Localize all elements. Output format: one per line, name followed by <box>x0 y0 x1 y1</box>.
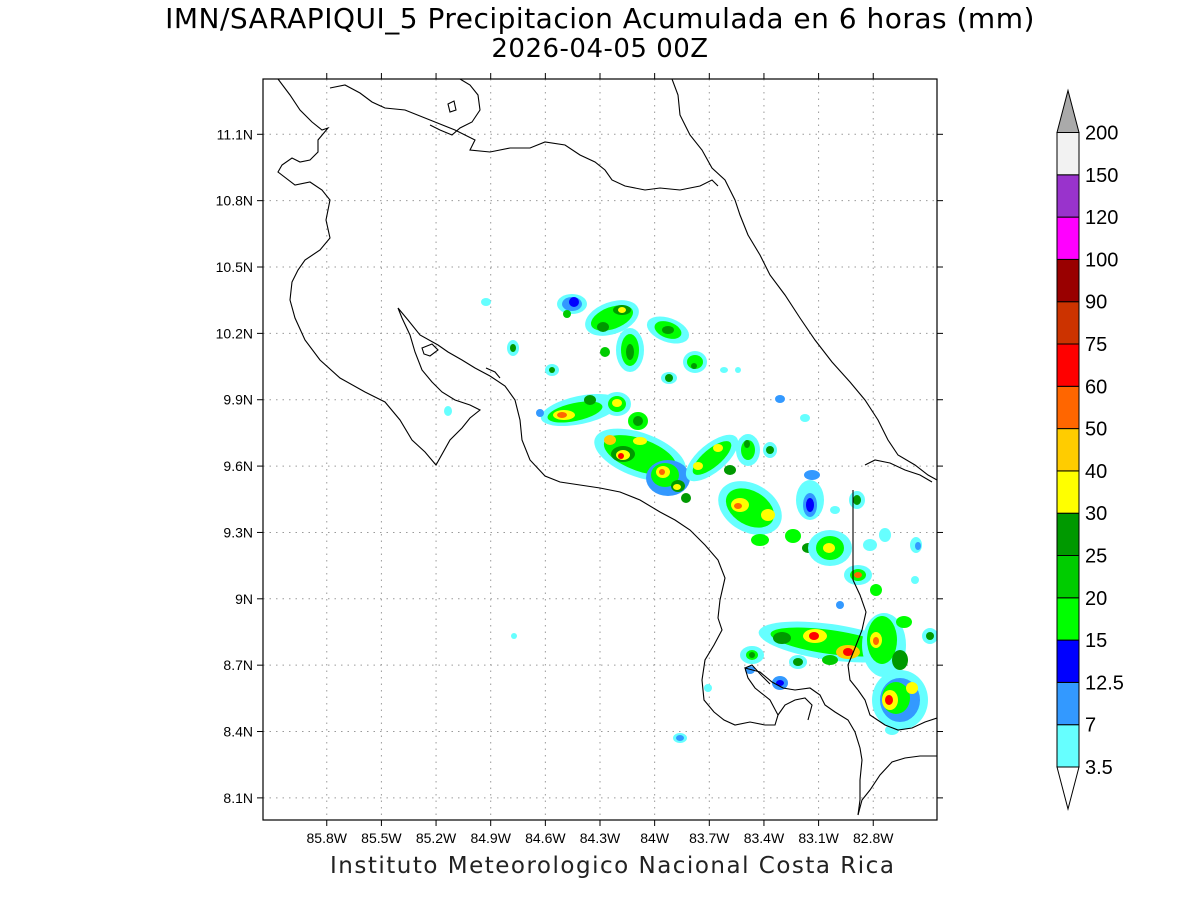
caribbean-coast <box>671 79 937 481</box>
colorbar-box <box>1056 258 1080 303</box>
island-north <box>447 100 457 113</box>
colorbar-label: 40 <box>1085 461 1107 483</box>
lat-tick-label: 9.6N <box>223 458 253 474</box>
colorbar-label: 7 <box>1085 715 1096 737</box>
southern-peninsula <box>777 697 813 721</box>
rain-cell <box>511 601 899 743</box>
colorbar-label: 50 <box>1085 419 1107 441</box>
colorbar-arrow-top <box>1056 88 1080 133</box>
rain-cell <box>603 392 648 430</box>
border-line-south <box>847 579 867 691</box>
colorbar-box <box>1056 639 1080 683</box>
colorbar-label: 75 <box>1085 334 1107 356</box>
colorbar-box <box>1056 343 1080 387</box>
colorbar-label: 120 <box>1085 207 1118 229</box>
rain-cell <box>557 294 587 318</box>
panama-coast-south <box>857 689 937 731</box>
colorbar-box <box>1056 428 1080 472</box>
nicaragua-costa-rica-coast <box>277 79 863 816</box>
colorbar-label: 150 <box>1085 165 1118 187</box>
rain-cell <box>600 328 644 372</box>
colorbar-label: 12.5 <box>1085 672 1124 694</box>
colorbar-box <box>1056 681 1080 726</box>
colorbar-box <box>1056 174 1080 218</box>
lon-tick-label: 85.8W <box>307 830 348 846</box>
colorbar-label: 100 <box>1085 249 1118 271</box>
colorbar-label: 30 <box>1085 503 1107 525</box>
lon-tick-label: 83.7W <box>689 830 730 846</box>
rain-cell <box>646 316 690 344</box>
island-nicoya <box>421 343 439 357</box>
colorbar-box <box>1056 132 1080 176</box>
rain-cell <box>830 506 922 584</box>
gulf-coast-inner <box>485 367 501 379</box>
panama-border <box>857 755 937 816</box>
lon-tick-label: 85.2W <box>416 830 457 846</box>
lat-tick-label: 10.8N <box>216 193 253 209</box>
map-subtitle-date: 2026-04-05 00Z <box>491 34 709 64</box>
lon-tick-label: 84.9W <box>470 830 511 846</box>
colorbar-box <box>1056 216 1080 260</box>
lat-tick-label: 9N <box>235 591 253 607</box>
lat-tick-label: 10.2N <box>216 325 253 341</box>
rain-cell <box>872 628 937 730</box>
colorbar-box <box>1056 724 1080 768</box>
colorbar-label: 60 <box>1085 376 1107 398</box>
rain-cell <box>536 393 620 427</box>
northern-shore <box>329 84 719 191</box>
lat-tick-label: 9.3N <box>223 524 253 540</box>
rain-cell <box>785 470 824 553</box>
lat-tick-label: 11.1N <box>217 126 253 142</box>
colorbar-legend: 3.5 7 12.5 15 20 25 30 40 50 60 75 90 100 120 150 200 <box>1056 88 1124 811</box>
colorbar-label: 200 <box>1085 123 1118 145</box>
colorbar-box <box>1056 512 1080 557</box>
lon-tick-label: 83.1W <box>798 830 839 846</box>
rain-cell <box>661 351 707 384</box>
rain-cell <box>736 395 810 466</box>
panama-coast-north <box>864 459 933 483</box>
lon-tick-label: 84.6W <box>525 830 566 846</box>
rain-cell <box>585 300 639 336</box>
colorbar-label: 15 <box>1085 630 1107 652</box>
lat-tick-label: 10.5N <box>216 259 253 275</box>
colorbar-box <box>1056 470 1080 514</box>
lon-tick-label: 85.5W <box>361 830 402 846</box>
colorbar-box <box>1056 555 1080 599</box>
map-title: IMN/SARAPIQUI_5 Precipitacion Acumulada … <box>165 2 1035 35</box>
colorbar-label: 90 <box>1085 292 1107 314</box>
lon-tick-label: 84.3W <box>580 830 621 846</box>
lat-tick-label: 8.7N <box>223 657 253 673</box>
colorbar-box <box>1056 385 1080 430</box>
lon-tick-label: 84W <box>640 830 670 846</box>
rain-cell <box>646 460 691 503</box>
lon-tick-label: 82.8W <box>853 830 894 846</box>
rain-cell <box>862 613 912 677</box>
rain-cell <box>444 298 741 416</box>
lat-tick-label: 9.9N <box>223 392 253 408</box>
coastlines-and-borders <box>277 79 937 816</box>
pacific-inlet <box>744 664 771 685</box>
rain-cell <box>718 481 782 546</box>
colorbar-label: 25 <box>1085 546 1107 568</box>
colorbar-box <box>1056 597 1080 641</box>
footer-credit: Instituto Meteorologico Nacional Costa R… <box>330 853 896 879</box>
colorbar-box <box>1056 301 1080 345</box>
colorbar-arrow-bottom <box>1056 766 1080 811</box>
precipitation-field <box>444 294 937 743</box>
colorbar-label: 3.5 <box>1085 757 1113 779</box>
colorbar-label: 20 <box>1085 588 1107 610</box>
lake-nicaragua-shore <box>429 79 481 136</box>
lat-tick-label: 8.4N <box>223 724 253 740</box>
lat-tick-label: 8.1N <box>223 790 253 806</box>
rain-cell <box>685 434 739 482</box>
lon-tick-label: 83.4W <box>744 830 785 846</box>
rain-cell <box>808 491 882 596</box>
map-axes: 85.8W 85.5W 85.2W 84.9W 84.6W 84.3W 84W 83.7W 83… <box>216 73 943 846</box>
